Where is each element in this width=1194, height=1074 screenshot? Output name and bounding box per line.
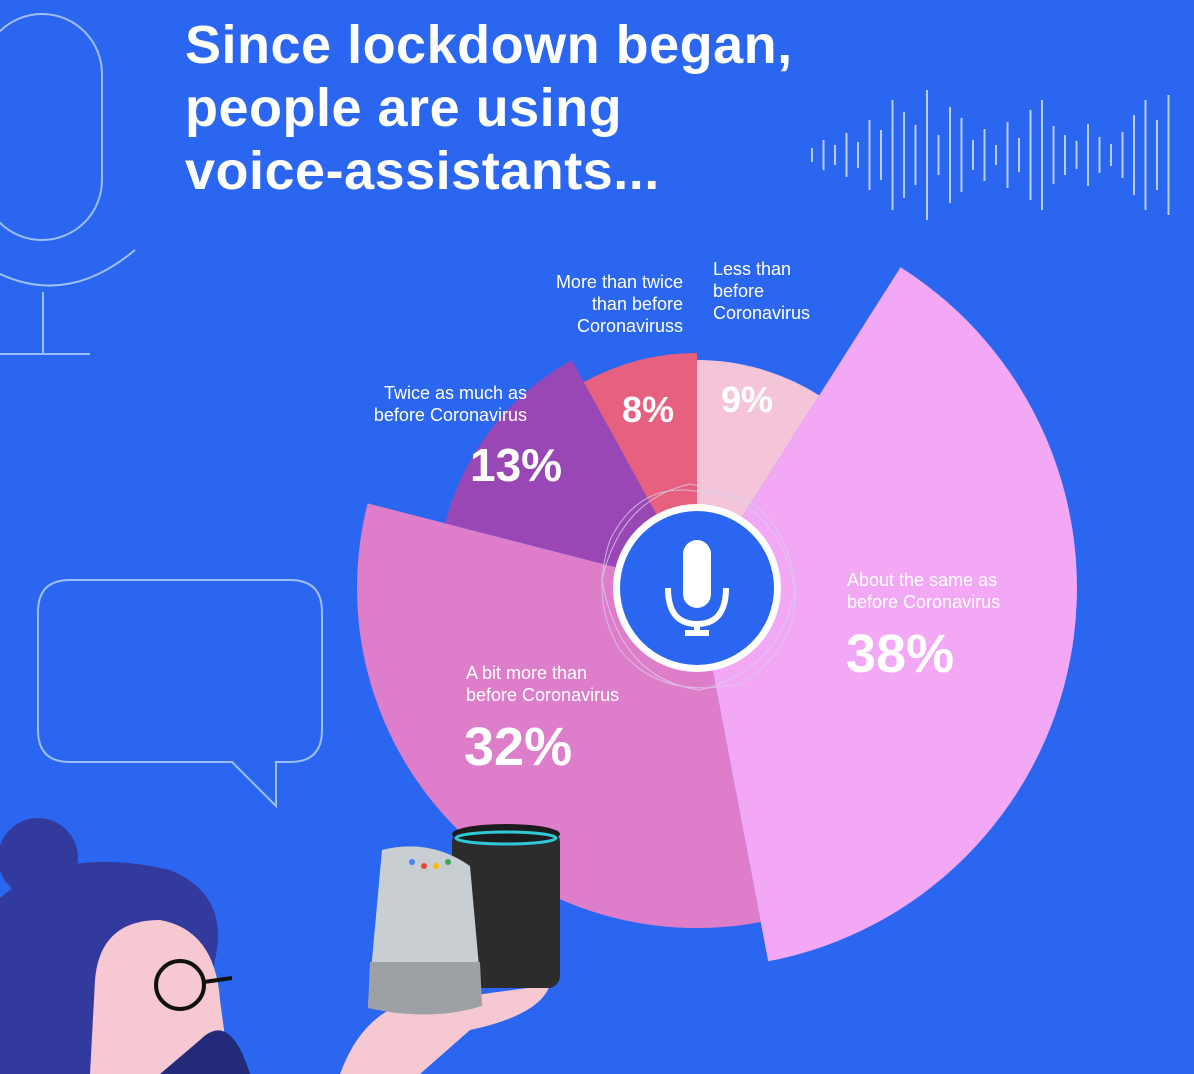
- label-twice-line-2: before Coronavirus: [373, 405, 527, 425]
- label-twice: Twice as much as before Coronavirus: [347, 382, 527, 426]
- label-more-than-twice-line-3: Coronaviruss: [576, 316, 683, 336]
- center-microphone-icon: [601, 483, 796, 691]
- label-about-same: About the same as before Coronavirus: [847, 569, 1000, 613]
- person-illustration: [0, 818, 550, 1074]
- value-label-twice: 13%: [470, 439, 563, 491]
- label-less-than-before-line-2: before: [713, 281, 765, 301]
- value-label-bit-more: 32%: [464, 717, 573, 777]
- title-line-3: voice-assistants...: [185, 141, 660, 201]
- label-less-than-before-line-3: Coronavirus: [713, 303, 811, 323]
- sound-wave-icon: [811, 90, 1170, 220]
- pie-slice-about-same: [697, 267, 1077, 962]
- label-more-than-twice-line-1: More than twice: [555, 272, 683, 292]
- label-about-same-line-1: About the same as: [847, 570, 998, 590]
- speech-bubble-icon: [37, 579, 323, 809]
- label-bit-more: A bit more than before Coronavirus: [466, 662, 619, 706]
- outline-microphone-icon: [0, 13, 136, 355]
- label-bit-more-line-1: A bit more than: [466, 663, 588, 683]
- title-line-1: Since lockdown began,: [185, 15, 793, 75]
- value-label-less-than-before: 9%: [721, 379, 774, 420]
- smart-speaker-icon: [368, 824, 560, 1015]
- value-label-more-than-twice: 8%: [622, 389, 675, 430]
- label-twice-line-1: Twice as much as: [383, 383, 527, 403]
- label-less-than-before: Less than before Coronavirus: [713, 258, 810, 324]
- title-line-2: people are using: [185, 78, 623, 138]
- label-more-than-twice: More than twice than before Coronaviruss: [523, 271, 683, 337]
- value-label-about-same: 38%: [846, 624, 955, 684]
- label-about-same-line-2: before Coronavirus: [847, 592, 1001, 612]
- label-bit-more-line-2: before Coronavirus: [466, 685, 620, 705]
- page-title: Since lockdown began, people are using v…: [185, 14, 885, 203]
- pie-slice-twice: [445, 360, 697, 588]
- label-less-than-before-line-1: Less than: [713, 259, 792, 279]
- label-more-than-twice-line-2: than before: [591, 294, 683, 314]
